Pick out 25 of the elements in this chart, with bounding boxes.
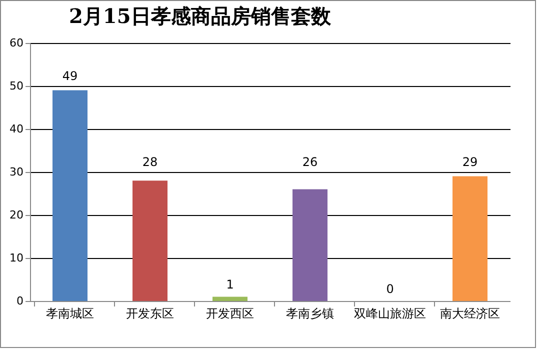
bar: [292, 189, 328, 301]
y-tick-label: 0: [16, 294, 24, 308]
bar: [212, 296, 248, 301]
data-label: 29: [462, 155, 478, 169]
data-label: 0: [386, 282, 394, 296]
y-tick-label: 40: [10, 122, 24, 136]
y-tick-label: 20: [10, 208, 24, 222]
x-tick-label: 孝南乡镇: [286, 306, 334, 320]
y-tick-label: 50: [10, 80, 24, 92]
y-tick-label: 10: [10, 252, 24, 264]
bar: [132, 180, 168, 301]
x-tick-label: 双峰山旅游区: [354, 306, 426, 320]
x-tick-label: 开发东区: [126, 306, 174, 320]
data-label: 49: [62, 69, 78, 83]
bar: [52, 90, 88, 301]
x-tick-label: 孝南城区: [46, 306, 94, 320]
x-tick-label: 南大经济区: [440, 306, 500, 320]
data-label: 26: [302, 155, 318, 169]
y-tick-label: 60: [10, 36, 24, 50]
bar: [452, 176, 488, 301]
y-tick-label: 30: [10, 166, 24, 178]
x-tick-label: 开发西区: [206, 306, 254, 320]
chart-title: 2月15日孝感商品房销售套数: [69, 4, 332, 28]
data-label: 28: [142, 155, 158, 169]
data-label: 1: [226, 278, 234, 292]
